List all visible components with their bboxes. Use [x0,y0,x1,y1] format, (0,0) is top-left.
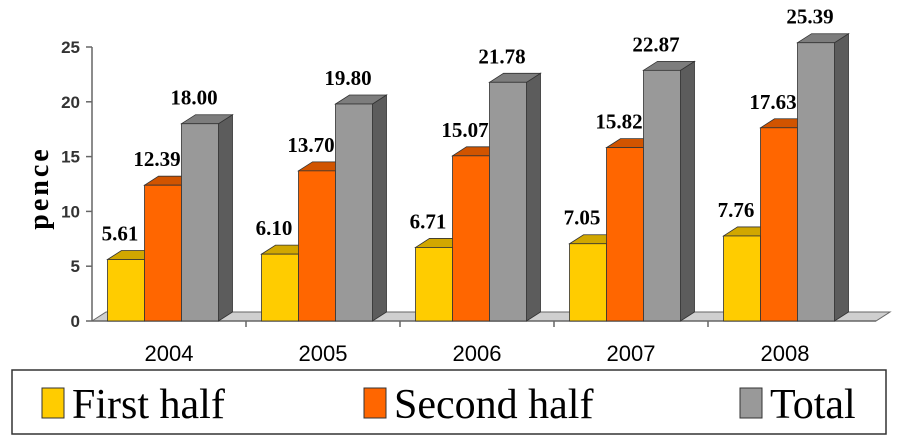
bar-side [526,72,541,322]
bar-total-2006 [488,72,542,322]
bar-front [261,253,299,322]
data-label: 15.82 [595,110,642,134]
legend-item-total: Total [739,382,856,428]
bar-total-2005 [334,94,388,322]
bar-front [643,69,681,322]
data-label: 5.61 [102,222,139,246]
legend-item-second-half: Second half [363,382,593,428]
legend-label: Second half [394,382,593,428]
bar-front [797,42,835,322]
x-tick-label: 2006 [453,341,502,366]
bar-front [723,235,761,322]
x-tick-label: 2008 [761,341,810,366]
bar-side [834,32,849,322]
bar-front [415,247,453,322]
bar-front [606,147,644,322]
bar-total-2007 [642,60,696,322]
data-label: 13.70 [287,133,334,157]
x-tick-label: 2004 [145,341,194,366]
bar-front [298,170,336,322]
data-label: 12.39 [133,147,180,171]
legend-swatch [41,387,65,419]
data-label: 22.87 [632,32,679,56]
bar-side [218,113,233,322]
legend-swatch [363,387,387,419]
legend: First half Second half Total [11,369,887,435]
bars [106,32,850,322]
y-axis-label: pence [24,146,55,229]
data-label: 7.05 [564,206,601,230]
data-label: 6.71 [410,209,447,233]
bar-total-2008 [796,32,850,322]
bar-front [760,127,798,322]
data-label: 18.00 [170,86,217,110]
y-tick-label: 20 [61,93,80,112]
bar-front [569,243,607,322]
bar-front [452,155,490,322]
legend-swatch [739,387,763,419]
data-label: 17.63 [749,90,796,114]
data-label: 25.39 [786,5,833,29]
bar-front [181,123,219,322]
legend-item-first-half: First half [41,382,225,428]
data-labels: 5.61 12.39 18.00 6.10 13.70 19.80 6.71 15.07 21.… [102,5,834,246]
y-tick-label: 0 [71,312,80,331]
x-tick-label: 2005 [299,341,348,366]
bar-front [107,259,145,322]
data-label: 21.78 [478,44,525,68]
data-label: 19.80 [324,66,371,90]
bar-side [372,94,387,322]
bar-total-2004 [180,113,234,322]
legend-label: Total [770,382,856,428]
bar-side [680,60,695,322]
y-tick-label: 10 [61,202,80,221]
bar-front [335,103,373,322]
y-tick-label: 15 [61,148,80,167]
y-tick-label: 25 [61,38,80,57]
bar-front [144,184,182,322]
x-tick-label: 2007 [607,341,656,366]
data-label: 6.10 [256,216,293,240]
data-label: 15.07 [441,118,488,142]
legend-label: First half [72,382,225,428]
data-label: 7.76 [718,198,755,222]
y-tick-label: 5 [71,257,80,276]
bar-front [489,81,527,322]
